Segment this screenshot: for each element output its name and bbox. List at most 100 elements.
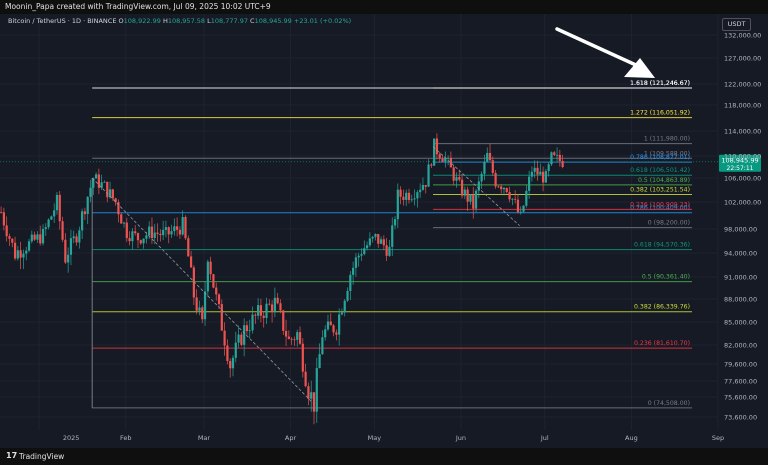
candle-body	[212, 274, 215, 288]
high-value: 108,957.58	[167, 17, 206, 25]
candle-body	[58, 194, 61, 222]
candle-body	[251, 314, 254, 331]
candle-body	[0, 212, 3, 213]
fib-level-label: 0.618 (94,570.36)	[634, 242, 690, 249]
candle-body	[192, 267, 195, 298]
time-tick-label: 2025	[63, 434, 80, 442]
candle-body	[393, 219, 397, 226]
price-chart[interactable]: 0 (74,508.00) 0.236 (81,610.70) 0.382 (86,…	[0, 14, 768, 448]
candle-body	[338, 314, 341, 335]
arrow-annotation-shaft	[555, 27, 640, 68]
candle-body	[167, 227, 170, 235]
price-tick-label: 88,000.00	[724, 296, 757, 304]
candle-body	[324, 329, 327, 338]
candle-body	[438, 154, 441, 159]
candle-body	[379, 239, 383, 244]
candle-body	[178, 229, 182, 235]
candle-body	[92, 178, 95, 188]
candle-body	[360, 254, 363, 256]
fib-level-label-minor: 1.618 (121,246.67)	[630, 80, 690, 87]
currency-selector[interactable]: USDT	[722, 18, 751, 31]
candle-body	[340, 312, 344, 315]
candle-body	[525, 190, 528, 206]
candle-body	[75, 236, 78, 243]
price-tick-label: 114,000.00	[724, 128, 761, 136]
tradingview-brand: TradingView	[19, 452, 65, 461]
candle-body	[44, 227, 47, 230]
low-value: 108,777.97	[210, 17, 248, 25]
candle-body	[410, 199, 413, 201]
price-axis[interactable]: 73,600.00 75,600.00 77,600.00 79,600.00 82,0…	[724, 32, 761, 422]
candle-body	[293, 339, 296, 341]
candle-body	[516, 199, 520, 213]
time-axis[interactable]: 2025 Feb Mar Apr May Jun Jul Aug Sep	[63, 434, 724, 442]
candle-body	[67, 254, 70, 263]
candle-body	[488, 152, 492, 161]
candle-body	[530, 171, 534, 177]
fibonacci-levels: 0 (74,508.00) 0.236 (81,610.70) 0.382 (86,…	[91, 80, 692, 409]
candle-body	[134, 231, 137, 234]
candle-body	[365, 245, 369, 249]
candle-body	[396, 189, 399, 220]
candle-body	[399, 189, 402, 197]
candle-body	[469, 194, 472, 202]
candle-body	[240, 334, 243, 345]
fib-level-label: 0 (74,508.00)	[648, 400, 690, 407]
candle-body	[282, 310, 285, 331]
candle-body	[8, 236, 11, 239]
candle-body	[326, 321, 330, 330]
candle-body	[441, 158, 444, 162]
current-price-value: 108,945.99	[721, 156, 758, 164]
candle-body	[519, 211, 522, 213]
candle-body	[522, 205, 525, 212]
candle-body	[449, 157, 452, 168]
candle-body	[50, 216, 53, 220]
fib-level-label-minor: 0.382 (103,251.54)	[630, 186, 690, 193]
candle-body	[480, 173, 483, 182]
candle-body	[86, 196, 89, 215]
candle-body	[237, 334, 240, 343]
candle-body	[391, 225, 394, 247]
candle-body	[430, 164, 433, 166]
candle-body	[33, 234, 36, 240]
candle-body	[215, 287, 218, 295]
candle-body	[53, 210, 56, 217]
candle-body	[55, 194, 59, 211]
candle-body	[120, 214, 123, 224]
candle-body	[332, 325, 335, 333]
candle-body	[528, 176, 531, 191]
candle-body	[433, 138, 436, 166]
candle-body	[472, 194, 475, 209]
time-tick-label: Jul	[540, 434, 549, 442]
time-tick-label: Jun	[455, 434, 466, 442]
candle-body	[561, 160, 564, 167]
candle-body	[128, 238, 131, 242]
candle-body	[254, 314, 257, 316]
candle-body	[220, 304, 223, 331]
candle-body	[201, 307, 204, 320]
candle-body	[419, 189, 422, 193]
candle-body	[329, 321, 332, 326]
candle-body	[248, 330, 251, 332]
candle-body	[407, 192, 411, 200]
candle-body	[195, 297, 198, 311]
candle-body	[474, 190, 478, 209]
candle-body	[508, 192, 511, 200]
fib-level-label: 0.382 (86,339.76)	[634, 304, 690, 311]
candles	[0, 133, 564, 425]
attribution-bar: Moonin_Papa created with TradingView.com…	[0, 0, 768, 14]
fib-level-label-minor: 1 (111,980.00)	[644, 136, 690, 143]
candle-body	[368, 238, 371, 246]
candle-body	[11, 238, 14, 243]
tradingview-logo-icon: 17	[6, 451, 18, 460]
candle-body	[203, 291, 207, 320]
candle-body	[505, 187, 508, 193]
candle-body	[363, 248, 366, 255]
price-tick-label: 132,000.00	[724, 32, 761, 40]
current-price-badge	[719, 154, 761, 172]
candle-body	[310, 392, 313, 399]
candle-body	[296, 332, 299, 340]
price-tick-label: 110,000.00	[724, 153, 761, 161]
candle-body	[153, 232, 156, 238]
candle-body	[555, 154, 559, 156]
